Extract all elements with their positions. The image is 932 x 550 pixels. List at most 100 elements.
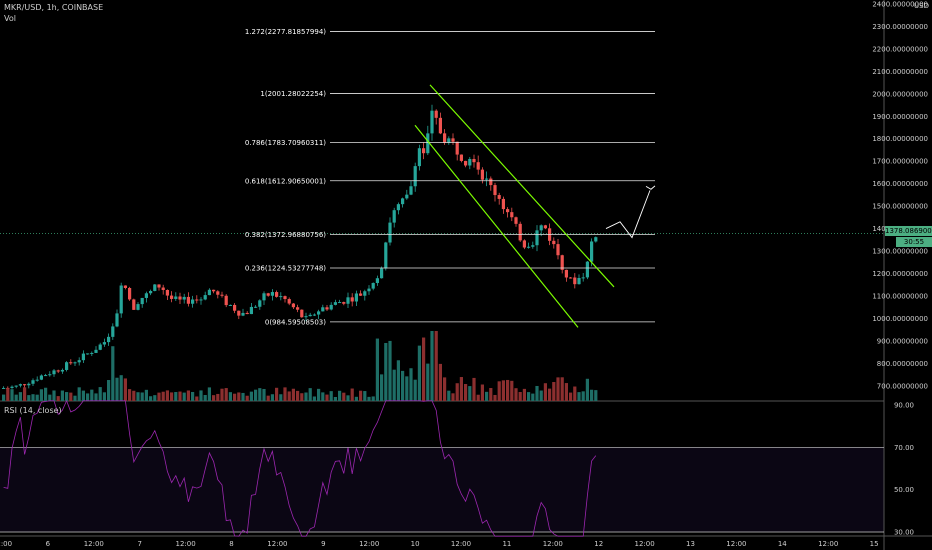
candle-body [384, 242, 388, 269]
candle-body [149, 290, 153, 294]
volume-bar [128, 389, 132, 401]
candle-body [455, 141, 459, 155]
candle-body [174, 296, 178, 299]
candle-body [560, 255, 564, 270]
candle-body [119, 285, 123, 314]
volume-bar [564, 383, 568, 401]
candle-body [18, 384, 22, 386]
symbol-legend: MKR/USD, 1h, COINBASE [4, 3, 104, 12]
volume-bar [107, 380, 111, 401]
volume-bar [228, 392, 232, 401]
candle-body [388, 222, 392, 243]
volume-bar [375, 338, 379, 401]
candle-body [258, 300, 262, 307]
volume-bar [493, 394, 497, 401]
candle-body [165, 289, 169, 296]
candle-body [249, 306, 253, 315]
candle-body [476, 162, 480, 170]
candle-body [438, 117, 442, 134]
candle-body [170, 295, 174, 299]
volume-bar [94, 393, 98, 401]
candle-body [522, 240, 526, 248]
candle-body [413, 166, 417, 187]
candle-body [254, 306, 258, 308]
volume-bar [31, 394, 35, 401]
volume-bar [98, 387, 102, 401]
volume-bar [590, 389, 594, 401]
y-tick-label: 800.00000000 [877, 360, 928, 368]
x-tick-label: 6 [46, 540, 51, 548]
volume-bar [275, 387, 279, 401]
candle-body [329, 304, 333, 310]
candle-body [493, 185, 497, 196]
fib-level-label: 0.618(1612.90650001) [245, 177, 326, 185]
candle-body [464, 160, 468, 166]
volume-bar [174, 392, 178, 401]
volume-bar [548, 388, 552, 401]
fib-level-label: 0.236(1224.53277748) [245, 264, 326, 272]
candle-body [510, 212, 514, 218]
fib-level-label: 0(984.59508503) [265, 318, 326, 326]
candle-body [203, 295, 207, 300]
volume-bar [585, 378, 589, 401]
volume-bar [388, 340, 392, 401]
candle-body [23, 384, 27, 386]
volume-bar [149, 396, 153, 401]
candle-body [128, 287, 132, 300]
candle-body [501, 198, 505, 210]
candle-body [321, 307, 325, 312]
volume-bar [2, 394, 6, 401]
candle-body [434, 110, 438, 118]
candle-body [90, 352, 94, 354]
candle-body [31, 380, 35, 384]
volume-bar [489, 388, 493, 401]
candle-body [581, 277, 585, 279]
candle-body [577, 277, 581, 285]
candle-body [287, 299, 291, 304]
y-tick-label: 1800.00000000 [872, 135, 928, 143]
volume-bar [254, 389, 258, 401]
candle-body [266, 293, 270, 296]
volume-bar [321, 392, 325, 401]
volume-bar [73, 395, 77, 401]
candle-body [44, 375, 48, 377]
candle-body [39, 375, 43, 380]
volume-bar [77, 387, 81, 401]
volume-bar [216, 393, 220, 401]
candle-body [296, 307, 300, 310]
volume-bar [501, 380, 505, 401]
candle-body [48, 374, 52, 376]
volume-bar [220, 388, 224, 401]
candle-body [367, 288, 371, 292]
candle-body [199, 299, 203, 301]
y-tick-label: 1600.00000000 [872, 180, 928, 188]
volume-bar [556, 377, 560, 401]
volume-legend: Vol [4, 14, 16, 23]
candle-body [518, 223, 522, 241]
candle-body [207, 289, 211, 296]
volume-bar [506, 379, 510, 401]
volume-bar [279, 394, 283, 401]
volume-bar [518, 392, 522, 401]
candle-body [270, 292, 274, 296]
y-tick-label: 1000.00000000 [872, 315, 928, 323]
candle-body [430, 110, 434, 134]
candle-body [594, 237, 598, 242]
volume-bar [249, 391, 253, 401]
candle-body [443, 133, 447, 143]
candle-body [81, 353, 85, 361]
volume-bar [212, 395, 216, 401]
candle-body [472, 158, 476, 163]
volume-bar [23, 387, 27, 401]
candle-body [233, 304, 237, 311]
x-tick-label: 15 [870, 540, 879, 548]
volume-bar [577, 392, 581, 401]
volume-bar [165, 390, 169, 401]
x-tick-label: 12:00 [818, 540, 838, 548]
x-tick-label: 14 [778, 540, 787, 548]
candle-body [102, 342, 106, 345]
candle-body [237, 310, 241, 316]
candle-body [543, 225, 547, 229]
x-tick-label: 12:00 [359, 540, 379, 548]
